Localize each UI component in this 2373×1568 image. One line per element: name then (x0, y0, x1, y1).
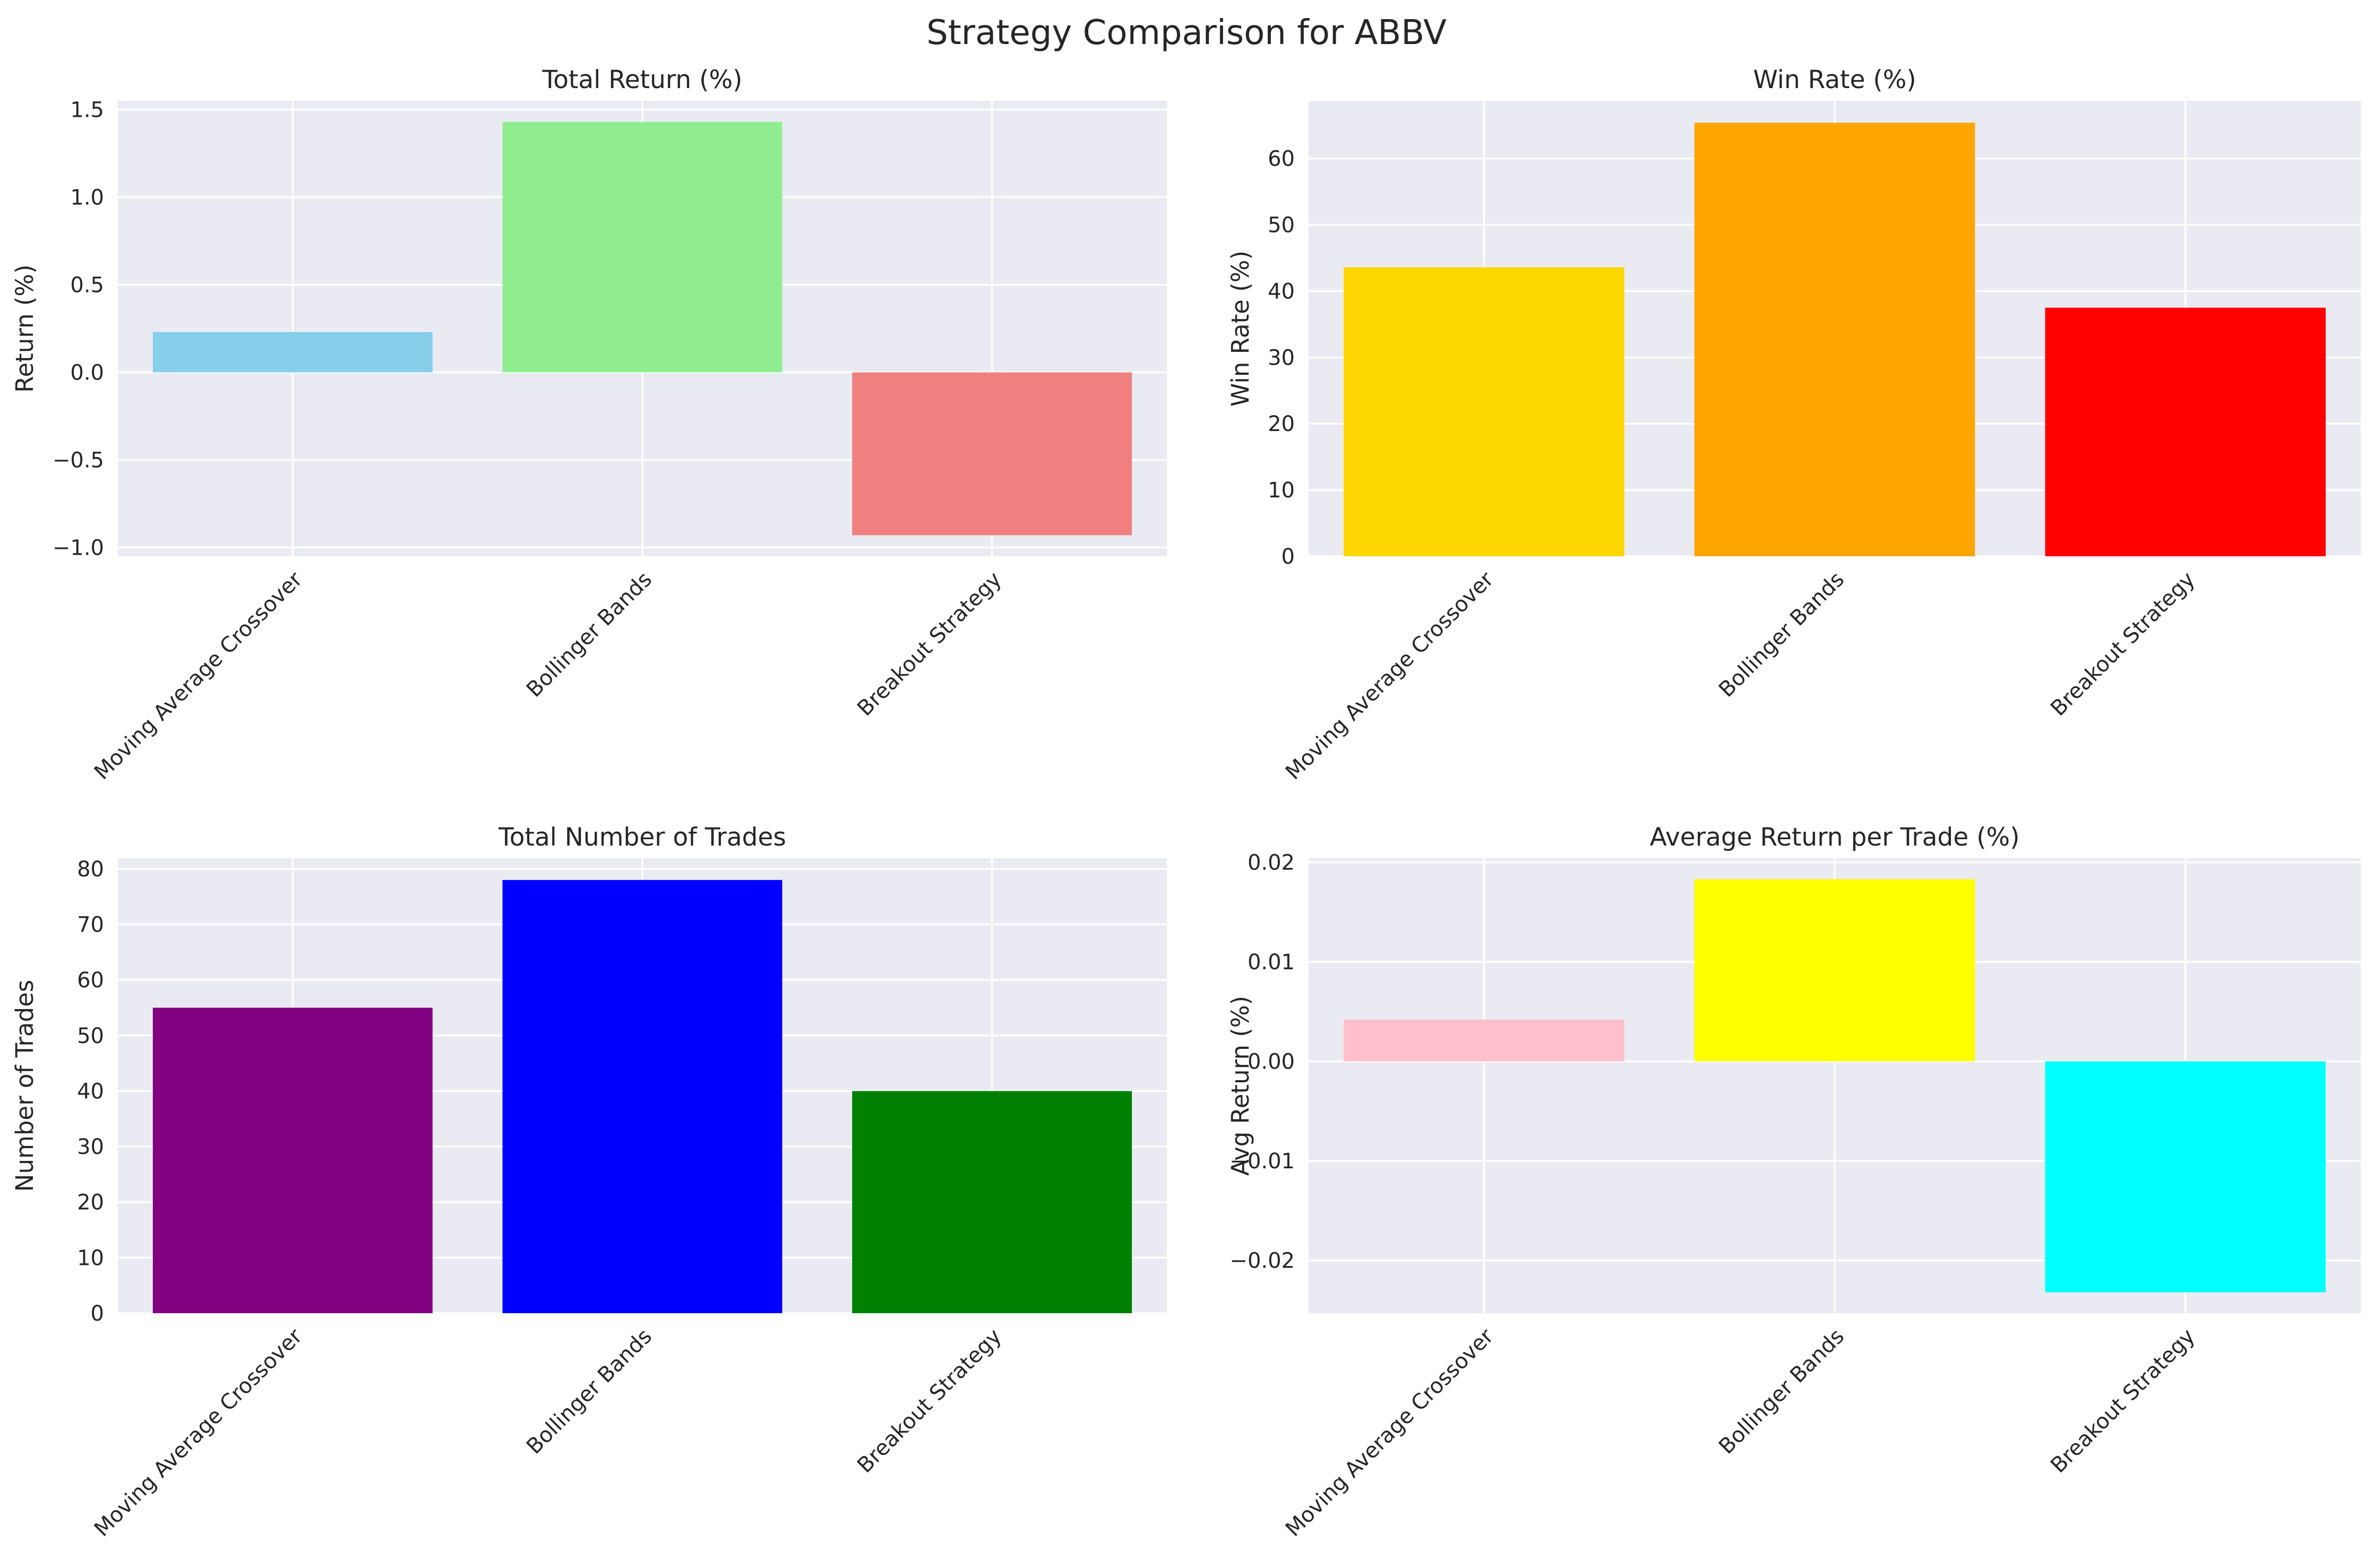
avg-return-ytick-label: −0.01 (1230, 1149, 1295, 1174)
avg-return-bar-1 (1344, 1019, 1624, 1062)
total-return-xtick-label: Bollinger Bands (522, 567, 657, 702)
trade-count-ytick-label: 60 (77, 968, 104, 993)
avg-return-ytick-label: −0.02 (1230, 1249, 1295, 1273)
trade-count-bar-2 (502, 880, 783, 1313)
total-return-bar-2 (502, 122, 783, 373)
win-rate-ytick-label: 50 (1268, 213, 1295, 238)
trade-count-xtick-label: Moving Average Crossover (90, 1324, 307, 1541)
trade-count-bar-1 (152, 1007, 433, 1313)
total-return-ytick-label: 1.0 (70, 186, 104, 210)
trade-count-ytick-label: 50 (77, 1024, 104, 1048)
trade-count-ytick-label: 80 (77, 857, 104, 882)
total-return-ytick-label: 0.5 (70, 273, 104, 298)
avg-return-ytick-label: 0.02 (1248, 851, 1295, 875)
win-rate-ytick-label: 20 (1268, 412, 1295, 436)
trade-count-ytick-label: 70 (77, 913, 104, 937)
trade-count-ytick-label: 40 (77, 1079, 104, 1104)
trade-count-chart: 0 10 20 30 40 50 60 70 80 Moving Average Crossove… (11, 823, 1167, 1541)
avg-return-ytick-label: 0.00 (1248, 1050, 1295, 1074)
trade-count-xtick-label: Bollinger Bands (522, 1324, 657, 1459)
trade-count-ytick-label: 0 (91, 1302, 104, 1326)
total-return-xtick-label: Breakout Strategy (853, 567, 1007, 721)
win-rate-title: Win Rate (%) (1753, 65, 1916, 94)
win-rate-bar-3 (2045, 307, 2326, 556)
figure-title: Strategy Comparison for ABBV (926, 13, 1447, 53)
win-rate-ytick-label: 10 (1268, 478, 1295, 503)
total-return-bar-3 (852, 372, 1132, 536)
avg-return-xtick-label: Breakout Strategy (2046, 1324, 2200, 1478)
avg-return-ylabel: Avg Return (%) (1226, 996, 1254, 1176)
win-rate-bar-2 (1694, 123, 1975, 556)
win-rate-xtick-label: Breakout Strategy (2046, 567, 2200, 721)
total-return-ytick-label: −1.0 (53, 536, 104, 561)
total-return-ytick-label: −0.5 (53, 449, 104, 473)
avg-return-chart: −0.02 −0.01 0.00 0.01 0.02 Moving Average Cro… (1226, 823, 2361, 1541)
trade-count-xtick-label: Breakout Strategy (853, 1324, 1007, 1478)
win-rate-xtick-label: Moving Average Crossover (1281, 567, 1499, 785)
avg-return-xtick-label: Moving Average Crossover (1281, 1324, 1499, 1541)
total-return-ytick-label: 1.5 (70, 98, 104, 123)
trade-count-bar-3 (852, 1091, 1132, 1313)
trade-count-ylabel: Number of Trades (11, 980, 39, 1192)
total-return-xtick-label: Moving Average Crossover (90, 567, 307, 785)
trade-count-ytick-label: 10 (77, 1246, 104, 1270)
win-rate-ytick-label: 60 (1268, 147, 1295, 171)
win-rate-xtick-label: Bollinger Bands (1714, 567, 1849, 702)
avg-return-title: Average Return per Trade (%) (1650, 823, 2020, 852)
avg-return-bar-2 (1694, 879, 1975, 1062)
trade-count-ytick-label: 30 (77, 1135, 104, 1159)
total-return-bar-1 (152, 332, 433, 373)
trade-count-title: Total Number of Trades (498, 823, 786, 852)
avg-return-xtick-label: Bollinger Bands (1714, 1324, 1849, 1459)
avg-return-bar-3 (2045, 1061, 2326, 1293)
trade-count-ytick-label: 20 (77, 1191, 104, 1215)
total-return-chart: −1.0 −0.5 0.0 0.5 1.0 1.5 Moving Average Cross… (11, 65, 1167, 785)
total-return-ytick-label: 0.0 (70, 361, 104, 385)
total-return-ylabel: Return (%) (11, 264, 39, 393)
win-rate-ytick-label: 0 (1282, 545, 1295, 569)
win-rate-ylabel: Win Rate (%) (1226, 251, 1254, 407)
win-rate-bar-1 (1344, 267, 1624, 557)
win-rate-chart: 0 10 20 30 40 50 60 Moving Average Crossover Bol… (1226, 65, 2361, 785)
win-rate-ytick-label: 40 (1268, 279, 1295, 304)
total-return-title: Total Return (%) (542, 65, 743, 94)
win-rate-ytick-label: 30 (1268, 346, 1295, 370)
avg-return-ytick-label: 0.01 (1248, 950, 1295, 975)
